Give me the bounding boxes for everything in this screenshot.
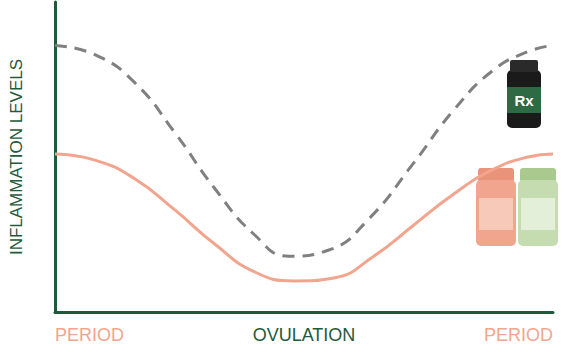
svg-text:INFLAMMATION LEVELS: INFLAMMATION LEVELS: [7, 59, 26, 255]
svg-text:Rx: Rx: [514, 92, 534, 109]
svg-text:PERIOD: PERIOD: [484, 325, 553, 345]
svg-text:PERIOD: PERIOD: [55, 325, 124, 345]
svg-text:OVULATION: OVULATION: [253, 325, 356, 345]
